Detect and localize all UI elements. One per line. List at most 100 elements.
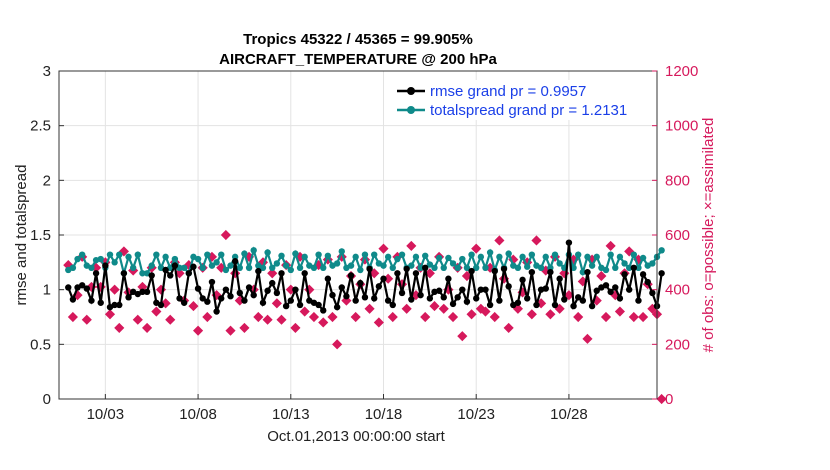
obs-assimilated-marker [582, 333, 593, 344]
totalspread-point [162, 253, 169, 261]
rmse-point [519, 276, 526, 284]
rmse-point [320, 307, 327, 314]
obs-assimilated-marker [638, 311, 649, 323]
totalspread-point [264, 249, 271, 256]
totalspread-point [431, 264, 438, 271]
totalspread-point [584, 253, 591, 261]
totalspread-point [134, 251, 142, 258]
rmse-point [273, 289, 281, 297]
rmse-point [607, 288, 614, 296]
obs-assimilated-marker [628, 311, 639, 323]
totalspread-point [380, 262, 387, 269]
totalspread-point [394, 255, 401, 263]
rmse-point [505, 283, 512, 290]
rmse-point [255, 267, 262, 275]
rmse-point [593, 287, 600, 294]
totalspread-point [505, 250, 512, 257]
obs-assimilated-marker [614, 306, 625, 317]
rmse-point [625, 286, 633, 293]
rmse-point [227, 293, 234, 300]
obs-assimilated-marker [332, 339, 343, 350]
obs-assimilated-marker [438, 303, 449, 314]
totalspread-point [459, 255, 466, 263]
chart-title-line1: Tropics 45322 / 45365 = 99.905% [243, 31, 473, 48]
rmse-point [477, 286, 485, 293]
totalspread-point [621, 260, 628, 267]
obs-assimilated-marker [600, 311, 612, 323]
rmse-point [264, 287, 271, 294]
x-tick-label: 10/28 [550, 406, 588, 423]
totalspread-point [389, 264, 396, 271]
totalspread-point [412, 253, 420, 261]
totalspread-point [116, 251, 123, 258]
rmse-point [139, 288, 146, 296]
rmse-point [180, 299, 188, 306]
rmse-point [612, 284, 619, 291]
obs-assimilated-marker [447, 311, 459, 323]
x-tick-label: 10/18 [365, 406, 403, 423]
rmse-point [412, 270, 420, 277]
totalspread-point [612, 264, 619, 271]
totalspread-point [482, 264, 489, 271]
obs-assimilated-marker [225, 325, 236, 336]
totalspread-point [227, 262, 234, 269]
obs-assimilated-marker [142, 322, 153, 333]
obs-assimilated-marker [114, 322, 125, 333]
totalspread-point [371, 251, 378, 258]
rmse-point [398, 289, 406, 297]
totalspread-point [473, 264, 480, 271]
totalspread-point [551, 251, 559, 258]
totalspread-point [208, 262, 216, 269]
rmse-point [241, 297, 248, 304]
totalspread-point [440, 264, 447, 271]
y-axis-left-label: rmse and totalspread [13, 165, 30, 306]
rmse-point [352, 297, 359, 304]
totalspread-point [250, 247, 257, 254]
obs-assimilated-marker [401, 303, 412, 314]
rmse-point [190, 263, 197, 270]
rmse-point [565, 239, 573, 246]
obs-assimilated-marker [276, 314, 287, 325]
obs-assimilated-marker [503, 322, 514, 333]
obs-assimilated-marker [480, 306, 491, 317]
totalspread-point [111, 259, 118, 266]
totalspread-point [269, 264, 276, 271]
rmse-point [143, 288, 151, 296]
obs-assimilated-marker [471, 243, 482, 254]
rmse-point [514, 299, 522, 306]
rmse-point [213, 308, 220, 315]
rmse-point [287, 297, 294, 304]
obs-assimilated-marker [220, 229, 231, 241]
rmse-point [204, 298, 211, 305]
totalspread-point [579, 268, 587, 276]
obs-assimilated-marker [461, 270, 473, 282]
obs-assimilated-marker [239, 322, 250, 333]
obs-assimilated-marker [526, 309, 537, 320]
totalspread-point [593, 253, 600, 261]
rmse-point [556, 275, 563, 282]
legend-spread-marker [407, 106, 415, 114]
rmse-point [97, 299, 104, 306]
totalspread-point [616, 253, 624, 261]
totalspread-point [658, 247, 665, 254]
totalspread-point [218, 251, 225, 258]
rmse-point [167, 272, 174, 279]
y-left-tick-label: 0.5 [30, 336, 51, 353]
rmse-point [282, 302, 290, 310]
totalspread-point [139, 270, 146, 277]
totalspread-point [398, 251, 406, 258]
totalspread-point [125, 253, 132, 261]
totalspread-point [78, 251, 86, 258]
totalspread-point [384, 253, 392, 261]
totalspread-point [222, 266, 230, 274]
rmse-point [482, 286, 489, 293]
rmse-point [292, 286, 299, 293]
rmse-point [561, 296, 568, 303]
totalspread-point [282, 262, 290, 269]
rmse-point [486, 301, 494, 309]
totalspread-point [97, 255, 104, 263]
totalspread-point [171, 255, 179, 263]
obs-assimilated-marker [151, 306, 162, 317]
totalspread-point [547, 264, 554, 271]
rmse-point [185, 270, 192, 277]
